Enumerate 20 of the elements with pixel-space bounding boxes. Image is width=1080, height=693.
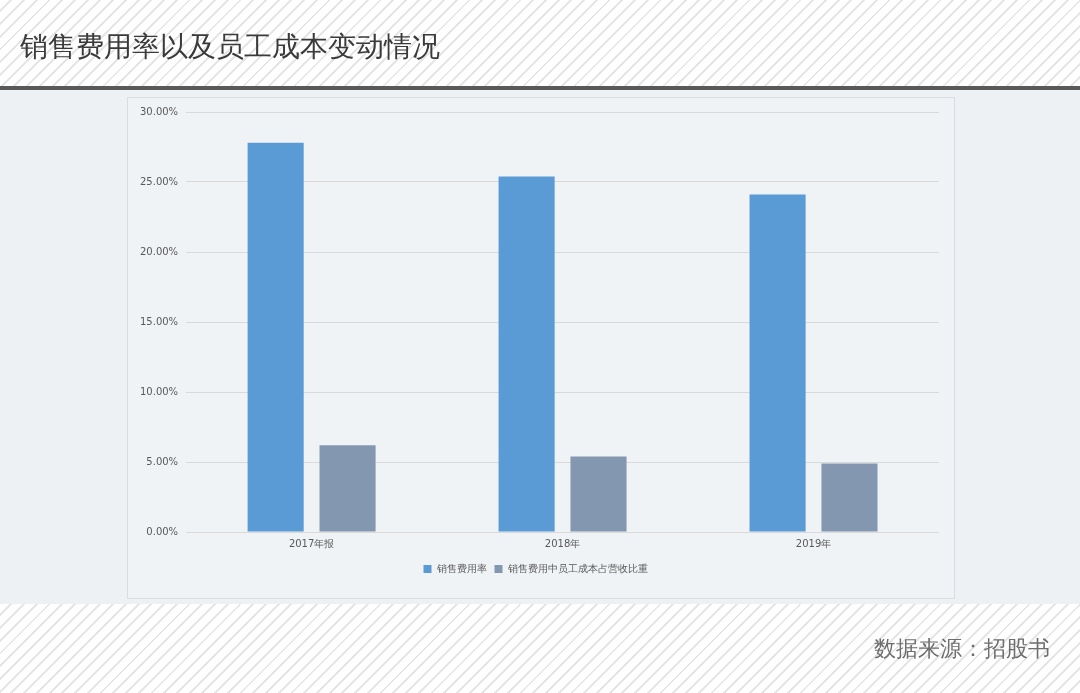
x-tick-label: 2017年报 [288, 537, 335, 549]
y-tick-label: 15.00% [139, 315, 179, 327]
x-tick-label: 2019年 [795, 537, 832, 549]
legend-label: 销售费用率 [435, 562, 487, 574]
y-tick-label: 10.00% [139, 385, 179, 397]
bar [821, 463, 878, 532]
y-tick-label: 0.00% [146, 525, 179, 537]
chart-title: 销售费用率以及员工成本变动情况 [20, 29, 440, 65]
y-tick-label: 20.00% [139, 245, 179, 257]
bar [319, 445, 376, 532]
bar [570, 456, 627, 532]
bar [498, 176, 555, 532]
y-tick-label: 5.00% [146, 455, 179, 467]
source-note: 数据来源：招股书 [874, 635, 1050, 663]
x-tick-label: 2018年 [544, 537, 581, 549]
bar [749, 194, 806, 532]
bar [247, 142, 304, 532]
y-tick-label: 25.00% [139, 175, 179, 187]
legend-label: 销售费用中员工成本占营收比重 [506, 562, 648, 574]
y-tick-label: 30.00% [139, 105, 179, 117]
